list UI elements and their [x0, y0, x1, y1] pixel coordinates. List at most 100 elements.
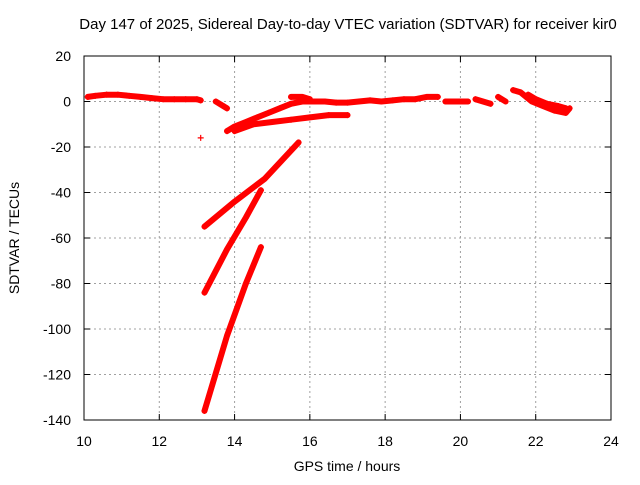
data-point-marker: [510, 87, 517, 94]
data-point-marker: [464, 98, 471, 105]
data-point-marker: [242, 214, 249, 221]
data-point-marker: [423, 93, 430, 100]
data-point-marker: [171, 96, 178, 103]
data-point-marker: [148, 95, 155, 102]
data-point-marker: [257, 187, 264, 194]
data-point-marker: [197, 97, 204, 104]
data-track-band: [495, 93, 509, 105]
data-point-marker: [201, 289, 208, 296]
data-point-marker: [487, 100, 494, 107]
data-series-4: [442, 98, 471, 105]
data-point-marker: [532, 96, 539, 103]
data-point-marker: [201, 223, 208, 230]
data-point-marker: [551, 107, 558, 114]
data-point-marker: [306, 114, 313, 121]
data-point-marker: [242, 280, 249, 287]
data-point-marker: [160, 96, 167, 103]
data-track-band: [212, 98, 230, 112]
data-point-marker: [325, 112, 332, 119]
data-point-marker: [126, 92, 133, 99]
data-point-marker: [201, 407, 208, 414]
y-tick-label: 20: [55, 48, 71, 64]
data-layer: [84, 87, 573, 414]
data-point-marker: [103, 91, 110, 98]
data-track-band: [201, 139, 302, 230]
y-tick-label: -20: [51, 139, 71, 155]
data-point-marker: [137, 93, 144, 100]
data-point-marker: [344, 112, 351, 119]
data-series-13: [197, 134, 204, 141]
data-point-marker: [257, 244, 264, 251]
data-point-marker: [288, 116, 295, 123]
chart-title: Day 147 of 2025, Sidereal Day-to-day VTE…: [79, 16, 616, 33]
y-tick-label: -60: [51, 230, 71, 246]
x-axis-label: GPS time / hours: [294, 458, 401, 474]
x-tick-label: 16: [302, 433, 318, 449]
data-point-marker: [544, 100, 551, 107]
data-point-marker: [84, 93, 91, 100]
x-tick-label: 22: [528, 433, 544, 449]
data-point-marker: [555, 103, 562, 110]
data-series-12: [201, 244, 264, 414]
data-point-marker: [114, 91, 121, 98]
x-tick-label: 20: [453, 433, 469, 449]
data-series-10: [201, 139, 302, 230]
grid-layer: [84, 56, 611, 420]
data-point-marker: [231, 128, 238, 135]
data-point-marker: [299, 93, 306, 100]
data-series-5: [472, 96, 494, 107]
data-point-marker: [295, 139, 302, 146]
y-tick-label: -100: [43, 321, 71, 337]
y-tick-label: -140: [43, 412, 71, 428]
data-point-marker: [412, 96, 419, 103]
data-point-marker: [193, 96, 200, 103]
data-point-marker: [220, 103, 227, 110]
data-point-marker: [306, 96, 313, 103]
data-point-marker: [224, 128, 231, 135]
plot-frame: [83, 55, 612, 421]
data-point-marker: [182, 96, 189, 103]
data-series-3: [288, 93, 313, 103]
data-point-marker: [224, 332, 231, 339]
data-point-marker: [472, 96, 479, 103]
y-tick-label: -120: [43, 367, 71, 383]
x-tick-label: 14: [227, 433, 243, 449]
data-point-marker: [212, 98, 219, 105]
data-series-6: [495, 93, 509, 105]
data-point-marker: [562, 105, 569, 112]
data-point-marker: [92, 92, 99, 99]
data-series-9: [525, 91, 569, 112]
data-point-marker: [389, 97, 396, 104]
data-series-7: [510, 87, 573, 116]
data-point-marker: [495, 93, 502, 100]
data-point-marker: [367, 97, 374, 104]
data-point-marker: [333, 99, 340, 106]
data-point-marker: [355, 98, 362, 105]
data-series-8: [212, 98, 231, 112]
data-point-marker: [400, 96, 407, 103]
data-point-marker: [442, 98, 449, 105]
x-tick-label: 18: [377, 433, 393, 449]
data-point-marker: [449, 98, 456, 105]
data-track-band: [201, 187, 264, 296]
data-point-marker: [321, 98, 328, 105]
data-point-marker: [224, 246, 231, 253]
y-axis-label: SDTVAR / TECUs: [6, 182, 22, 294]
data-point-marker: [197, 134, 204, 141]
x-tick-label: 10: [76, 433, 92, 449]
data-point-marker: [288, 93, 295, 100]
y-tick-label: 0: [63, 94, 71, 110]
data-point-marker: [525, 91, 532, 98]
data-point-marker: [276, 105, 283, 112]
data-point-marker: [378, 98, 385, 105]
data-point-marker: [288, 100, 295, 107]
data-point-marker: [434, 93, 441, 100]
data-point-marker: [231, 198, 238, 205]
data-series-1: [224, 93, 441, 135]
data-series-2: [231, 112, 351, 135]
y-tick-label: -80: [51, 276, 71, 292]
data-point-marker: [224, 105, 231, 112]
data-point-marker: [517, 89, 524, 96]
data-series-0: [84, 91, 204, 104]
